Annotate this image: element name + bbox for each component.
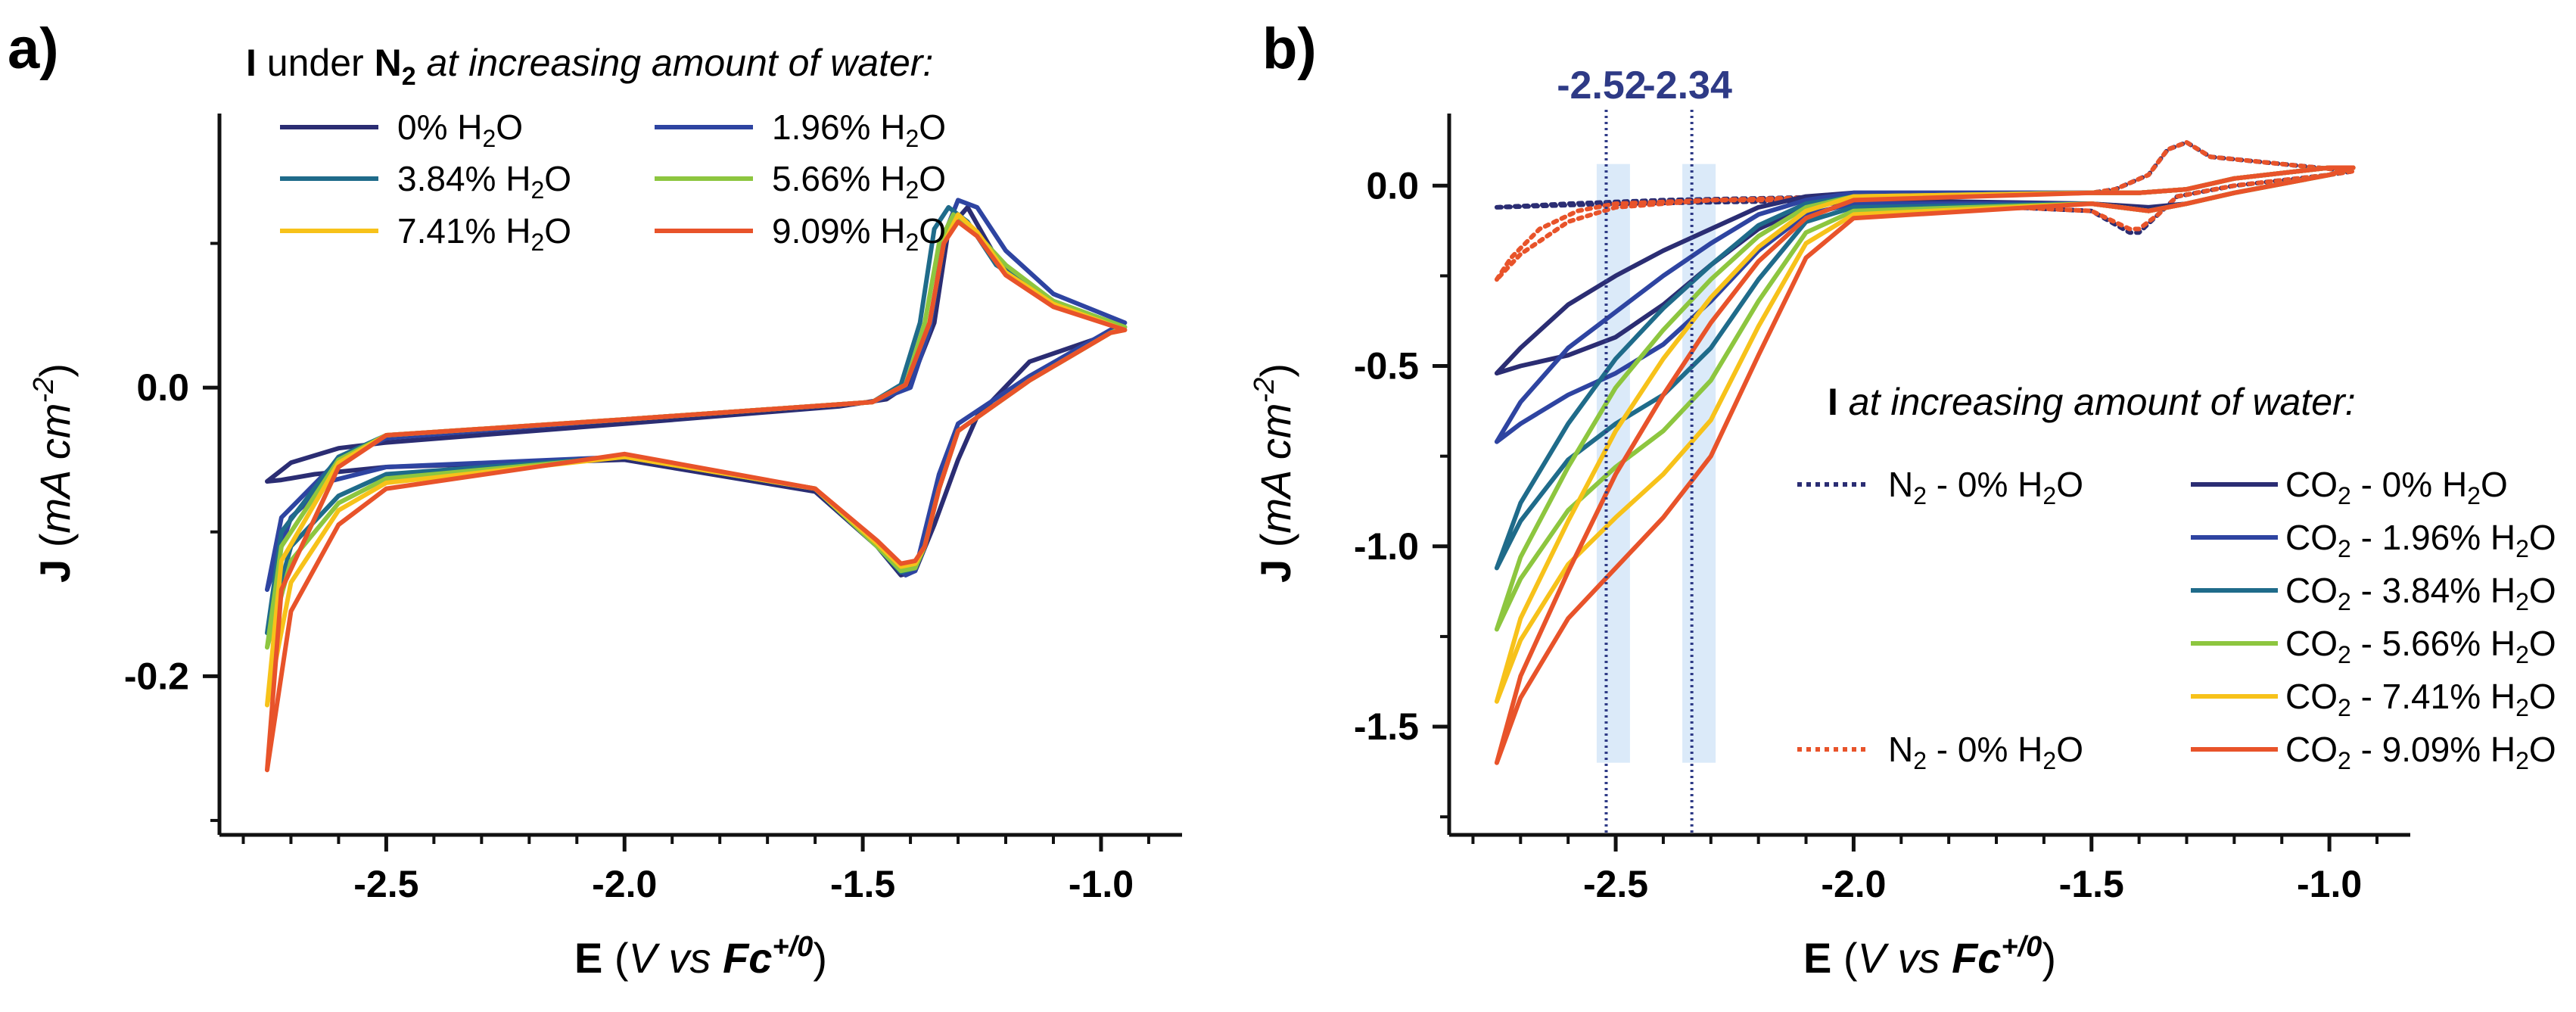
legend-label: 0% H2O (397, 107, 523, 152)
marker-label-2: -2.34 (1642, 64, 1732, 107)
xlabel-part: V vs (629, 934, 723, 982)
xlabel-part: ) (2042, 934, 2056, 982)
series-line-6 (265, 220, 1128, 773)
legend: N2 - 0% H2O N2 - 0% H2O CO2 - 0% H2O CO2… (1797, 465, 2556, 774)
xlabel-part: ) (813, 934, 827, 982)
panel-label: a) (8, 17, 59, 81)
xlabel-part: E (1803, 934, 1831, 982)
title-part: I (246, 42, 257, 84)
plot-area (265, 198, 1128, 773)
xlabel-part: +/0 (2001, 931, 2042, 963)
legend-label: 5.66% H2O (772, 159, 946, 204)
panel-b: b) -2.52-2.34 -2.5 -2.0 -1.5 -1.0 -1.5 -1.0 -0… (1249, 17, 2556, 982)
ylabel-part: mA cm (1252, 403, 1299, 533)
series-line-5 (265, 212, 1128, 708)
legend-item: 1.96% H2O (655, 107, 946, 152)
ylabel-part: ( (31, 533, 79, 559)
plot-area (1494, 140, 2356, 765)
legend-item: 3.84% H2O (280, 159, 571, 204)
x-tick-label: -1.5 (2059, 863, 2124, 905)
ticks: -2.5 -2.0 -1.5 -1.0 -1.5 -1.0 -0.5 0.0 (1354, 164, 2378, 905)
legend-item: CO2 - 5.66% H2O (2191, 624, 2556, 668)
series-line-8 (1494, 165, 2356, 765)
y-tick-label: -1.0 (1354, 525, 1419, 568)
title-part: at increasing amount of water: (427, 42, 934, 84)
x-tick-label: -1.5 (830, 863, 895, 905)
legend-label: CO2 - 5.66% H2O (2285, 624, 2556, 668)
vertical-markers: -2.52-2.34 (1557, 64, 1732, 835)
title-part: under (257, 42, 375, 84)
y-axis-label: J (mA cm-2) (1249, 363, 1299, 583)
y-tick-label: 0.0 (136, 366, 189, 409)
chart-title: I under N2 at increasing amount of water… (246, 42, 933, 91)
legend-item: N2 - 0% H2O (1797, 730, 2083, 774)
legend-item: 0% H2O (280, 107, 523, 152)
xlabel-part: Fc (723, 934, 772, 982)
ylabel-part: J (1252, 559, 1299, 583)
ylabel-part: mA cm (31, 403, 79, 533)
title-part: 2 (402, 62, 416, 91)
x-tick-label: -2.5 (353, 863, 418, 905)
legend-label: N2 - 0% H2O (1888, 730, 2083, 774)
ylabel-part: -2 (28, 378, 60, 403)
xlabel-part: +/0 (772, 931, 813, 963)
x-axis-label: E (V vs Fc+/0) (574, 931, 827, 982)
title-part: at increasing amount of water: (1838, 381, 2356, 423)
panel-a: a) I under N2 at increasing amount of wa… (8, 17, 1182, 982)
xlabel-part: Fc (1952, 934, 2001, 982)
shaded-band-1 (1596, 163, 1630, 763)
y-tick-label: 0.0 (1366, 164, 1419, 207)
x-tick-label: -2.0 (1821, 863, 1886, 905)
legend-label: CO2 - 1.96% H2O (2285, 518, 2556, 562)
title-part: N (375, 42, 402, 84)
legend-label: CO2 - 3.84% H2O (2285, 571, 2556, 615)
ylabel-part: J (31, 559, 79, 583)
legend-item: 7.41% H2O (280, 211, 571, 256)
legend-label: N2 - 0% H2O (1888, 465, 2083, 509)
xlabel-part: E (574, 934, 602, 982)
x-tick-label: -1.0 (2297, 863, 2362, 905)
xlabel-part: ( (1831, 934, 1858, 982)
legend-item: CO2 - 0% H2O (2191, 465, 2508, 509)
x-axis-label: E (V vs Fc+/0) (1803, 931, 2056, 982)
y-tick-label: -1.5 (1354, 705, 1419, 748)
x-tick-label: -2.5 (1583, 863, 1648, 905)
legend-item: N2 - 0% H2O (1797, 465, 2083, 509)
legend-item: CO2 - 9.09% H2O (2191, 730, 2556, 774)
panel-label: b) (1262, 17, 1317, 81)
legend-item: CO2 - 7.41% H2O (2191, 677, 2556, 721)
legend-label: CO2 - 7.41% H2O (2285, 677, 2556, 721)
x-tick-label: -2.0 (592, 863, 657, 905)
legend-item: CO2 - 3.84% H2O (2191, 571, 2556, 615)
legend: 0% H2O 1.96% H2O 3.84% H2O 5.66% H2O 7.4… (280, 107, 946, 256)
ylabel-part: ) (1252, 363, 1299, 378)
ylabel-part: -2 (1249, 378, 1280, 403)
chart-title: I at increasing amount of water: (1828, 381, 2356, 423)
xlabel-part: ( (602, 934, 629, 982)
ylabel-part: ) (31, 363, 79, 378)
legend-label: CO2 - 0% H2O (2285, 465, 2508, 509)
xlabel-part: V vs (1858, 934, 1952, 982)
y-axis-label: J (mA cm-2) (28, 363, 79, 583)
legend-item: 9.09% H2O (655, 211, 946, 256)
title-part (416, 42, 427, 84)
legend-label: 1.96% H2O (772, 107, 946, 152)
legend-label: 9.09% H2O (772, 211, 946, 256)
legend-item: 5.66% H2O (655, 159, 946, 204)
y-tick-label: -0.2 (124, 655, 189, 697)
series-line-4 (265, 212, 1128, 650)
y-tick-label: -0.5 (1354, 345, 1419, 388)
legend-label: 3.84% H2O (397, 159, 571, 204)
ticks: -2.5 -2.0 -1.5 -1.0 -0.2 0.0 (124, 241, 1150, 905)
marker-label-1: -2.52 (1557, 64, 1647, 107)
title-part: I (1828, 381, 1838, 423)
x-tick-label: -1.0 (1069, 863, 1134, 905)
legend-item: CO2 - 1.96% H2O (2191, 518, 2556, 562)
legend-label: 7.41% H2O (397, 211, 571, 256)
ylabel-part: ( (1252, 533, 1299, 559)
legend-label: CO2 - 9.09% H2O (2285, 730, 2556, 774)
